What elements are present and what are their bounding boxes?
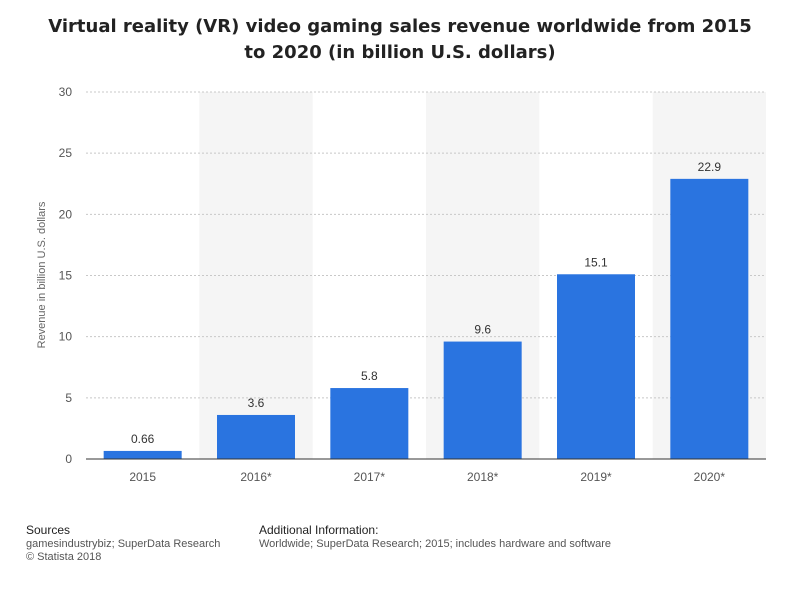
sources-heading: Sources: [26, 523, 71, 537]
value-labels: 0.66 3.6 5.8 9.6 15.1 22.9: [131, 160, 721, 446]
y-tick-label: 10: [59, 330, 73, 344]
y-tick-labels: 0 5 10 15 20 25 30: [59, 85, 73, 466]
value-label: 3.6: [248, 396, 265, 410]
y-axis-label: Revenue in billion U.S. dollars: [36, 201, 48, 348]
x-tick-label: 2018*: [467, 470, 499, 484]
x-tick-label: 2017*: [354, 470, 386, 484]
bar-2019: [557, 274, 635, 459]
gridlines: [86, 91, 766, 399]
sources-line: gamesindustrybiz; SuperData Research: [26, 538, 221, 550]
value-label: 22.9: [698, 160, 722, 174]
bar-2018: [443, 341, 522, 459]
chart-title: Virtual reality (VR) video gaming sales …: [48, 16, 752, 63]
bar-2017: [330, 388, 409, 459]
additional-info-text: Worldwide; SuperData Research; 2015; inc…: [259, 538, 611, 550]
y-tick-label: 15: [59, 269, 73, 283]
y-tick-label: 30: [59, 85, 73, 99]
x-tick-label: 2020*: [694, 470, 726, 484]
y-tick-label: 25: [59, 146, 73, 160]
y-tick-label: 20: [59, 207, 73, 221]
x-tick-label: 2019*: [580, 470, 612, 484]
x-tick-label: 2016*: [240, 470, 272, 484]
bars: [103, 178, 749, 459]
bar-2015: [103, 450, 182, 459]
sources-block: Sources gamesindustrybiz; SuperData Rese…: [26, 524, 220, 564]
bar-2016: [217, 414, 295, 459]
value-label: 9.6: [474, 323, 491, 337]
copyright-line: © Statista 2018: [26, 551, 102, 563]
x-tick-label: 2015: [129, 470, 156, 484]
y-tick-label: 5: [65, 391, 72, 405]
value-label: 5.8: [361, 369, 378, 383]
y-tick-label: 0: [65, 452, 72, 466]
x-tick-labels: 2015 2016* 2017* 2018* 2019* 2020*: [129, 470, 725, 484]
additional-info-block: Additional Information: Worldwide; Super…: [259, 524, 611, 551]
value-label: 0.66: [131, 432, 155, 446]
value-label: 15.1: [584, 255, 608, 269]
additional-info-heading: Additional Information:: [259, 523, 379, 537]
bar-2020: [670, 178, 749, 459]
